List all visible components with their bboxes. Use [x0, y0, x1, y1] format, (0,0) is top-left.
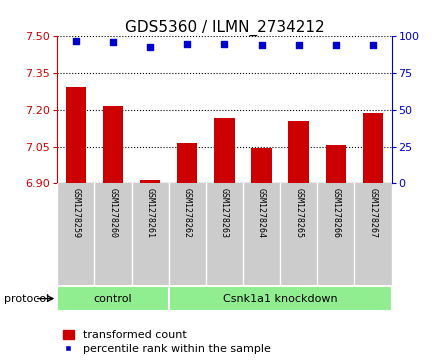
- Text: GSM1278261: GSM1278261: [146, 188, 154, 238]
- Point: [110, 39, 117, 45]
- Bar: [289, 121, 309, 183]
- Text: protocol: protocol: [4, 294, 50, 303]
- Text: GSM1278260: GSM1278260: [108, 188, 117, 238]
- Bar: [66, 86, 86, 183]
- Point: [258, 42, 265, 48]
- Point: [184, 41, 191, 46]
- Point: [72, 38, 79, 44]
- Text: GSM1278267: GSM1278267: [369, 188, 378, 238]
- Bar: [140, 180, 160, 183]
- Text: GSM1278266: GSM1278266: [331, 188, 341, 238]
- Point: [370, 42, 377, 48]
- Bar: [214, 118, 235, 183]
- Point: [221, 41, 228, 46]
- Bar: [177, 143, 198, 183]
- Bar: [169, 286, 392, 311]
- Bar: [57, 286, 169, 311]
- Point: [147, 44, 154, 49]
- Bar: [363, 114, 383, 183]
- Legend: transformed count, percentile rank within the sample: transformed count, percentile rank withi…: [63, 330, 271, 354]
- Text: GSM1278262: GSM1278262: [183, 188, 192, 238]
- Text: GSM1278263: GSM1278263: [220, 188, 229, 238]
- Title: GDS5360 / ILMN_2734212: GDS5360 / ILMN_2734212: [125, 20, 324, 36]
- Text: GSM1278259: GSM1278259: [71, 188, 80, 238]
- Text: Csnk1a1 knockdown: Csnk1a1 knockdown: [223, 294, 337, 303]
- Point: [295, 42, 302, 48]
- Bar: [103, 106, 123, 183]
- Bar: [326, 145, 346, 183]
- Point: [332, 42, 339, 48]
- Text: control: control: [94, 294, 132, 303]
- Text: GSM1278264: GSM1278264: [257, 188, 266, 238]
- Bar: [251, 148, 272, 183]
- Text: GSM1278265: GSM1278265: [294, 188, 303, 238]
